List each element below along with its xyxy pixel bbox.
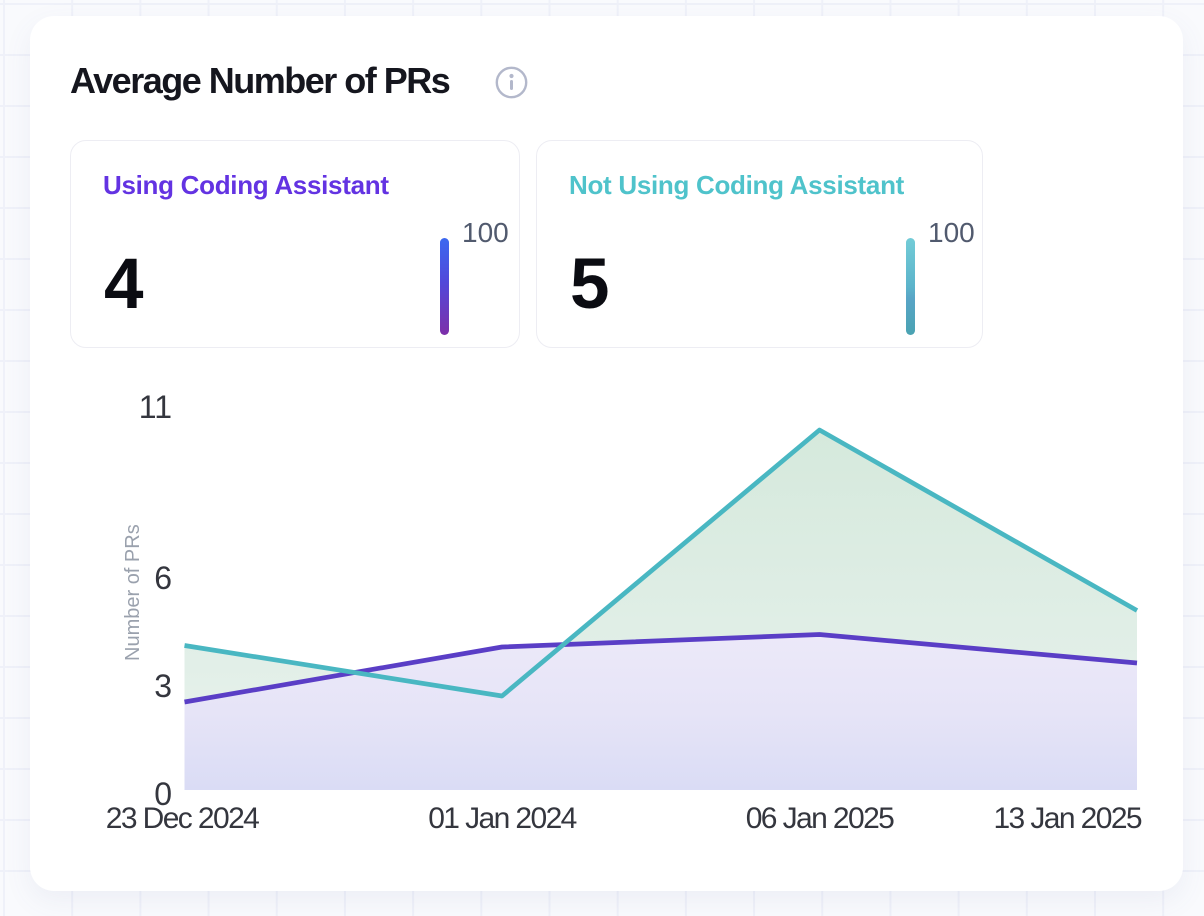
svg-text:0: 0 <box>154 776 172 812</box>
svg-text:11: 11 <box>139 389 172 425</box>
svg-text:3: 3 <box>154 668 172 704</box>
svg-text:01 Jan 2024: 01 Jan 2024 <box>428 802 576 835</box>
svg-text:Number of PRs: Number of PRs <box>122 524 144 661</box>
svg-text:06 Jan 2025: 06 Jan 2025 <box>746 802 894 835</box>
svg-text:23 Dec 2024: 23 Dec 2024 <box>106 802 259 835</box>
svg-text:13 Jan 2025: 13 Jan 2025 <box>993 802 1141 835</box>
svg-text:6: 6 <box>154 560 172 596</box>
